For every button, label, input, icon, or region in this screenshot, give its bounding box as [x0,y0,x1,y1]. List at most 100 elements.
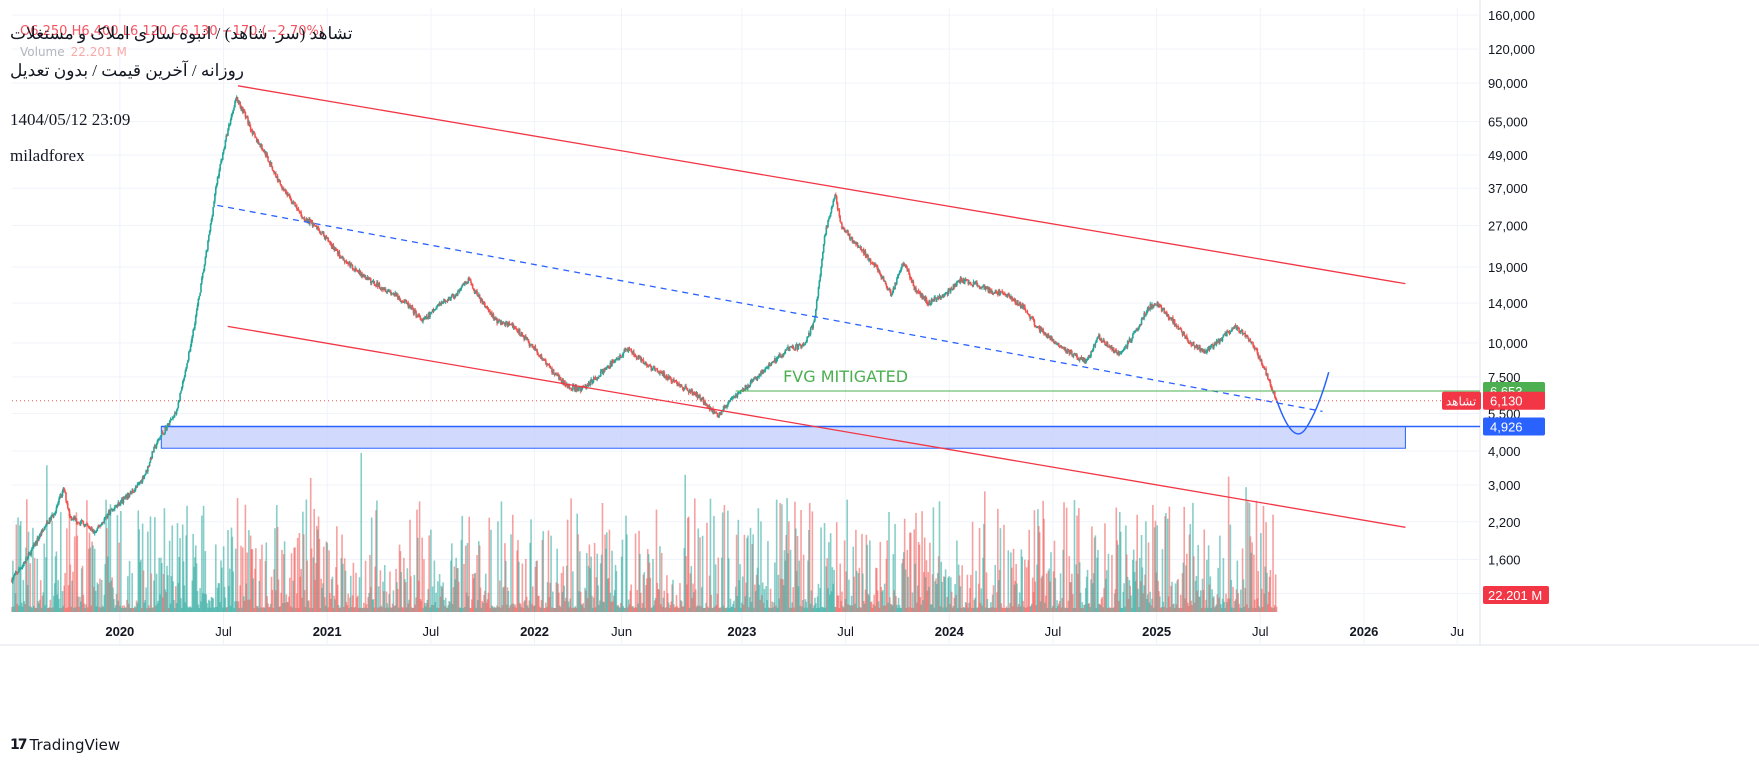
candle-body [416,316,418,318]
volume-bar [241,547,244,612]
candle-body [1099,339,1102,341]
volume-bar [291,607,294,612]
candle-body [1118,352,1121,355]
volume-bar [31,608,33,612]
time-axis[interactable]: 2020 Jul 2021 Jul 2022 Jun 2023 Jul 2024 Jul 2025 J… [105,624,1464,639]
candle-body [661,372,664,376]
candle-body [454,294,457,299]
candle-body [471,284,474,289]
candle-body [788,347,791,351]
volume-legend[interactable]: Volume 22.201 M [20,45,127,59]
volume-bar [548,597,551,612]
lower-channel-line [227,325,1406,528]
price-axis[interactable]: 1,2001,6002,2003,0004,0005,5007,50010,00… [1488,8,1535,601]
volume-bar [1070,582,1072,612]
volume-bar [1228,598,1231,612]
candle-body [594,377,597,379]
volume-bar [1166,607,1168,612]
candle-body [1152,305,1155,308]
symbol-tag [1442,391,1481,410]
candle-body [774,358,776,362]
volume-bar [1125,554,1128,612]
volume-bar [194,557,196,612]
candle-body [191,335,194,341]
volume-bar [1016,583,1018,612]
candle-body [295,205,298,209]
volume-bar [818,607,821,612]
candle-body [488,310,491,312]
candle-body [1047,333,1050,338]
candle-body [201,272,204,278]
candle-body [348,263,350,265]
volume-bar [989,607,991,612]
candle-body [152,451,154,453]
volume-bar [1055,607,1057,612]
volume-bar [1021,556,1024,612]
candle-body [610,362,612,366]
volume-bar [1017,606,1019,612]
volume-bar [336,526,338,612]
volume-bar [255,606,258,612]
volume-bar [169,603,172,612]
volume-bar [149,516,152,612]
candle-body [493,317,496,319]
candle-body [79,523,81,525]
candle-body [390,291,392,294]
candle-body [1081,357,1084,360]
volume-bar [713,515,715,612]
volume-bar [1065,507,1068,612]
volume-bar [914,563,916,612]
volume-bar [191,580,194,612]
volume-bar [1111,554,1113,612]
volume-bar [751,544,754,612]
volume-bar [898,604,901,612]
candle-body [401,300,403,302]
volume-bar [639,592,642,612]
tradingview-watermark[interactable]: 17 TradingView [10,736,120,754]
volume-bar [1244,587,1246,612]
candle-body [944,292,947,295]
volume-bar [659,546,661,612]
candle-body [1255,347,1258,350]
volume-bar [983,491,986,612]
candle-body [557,373,559,375]
candle-body [336,250,339,255]
volume-bar [471,574,474,612]
candle-body [221,160,223,162]
volume-bar [294,547,296,612]
candle-body [1256,349,1259,354]
candle-body [224,139,227,147]
volume-bar [557,583,559,612]
volume-bar [974,597,977,612]
candle-body [1155,304,1158,306]
candle-body [837,209,840,211]
y-tick-label: 3,000 [1488,478,1521,493]
candle-body [1024,305,1026,311]
candle-body [994,291,997,294]
volume-bar [202,505,205,612]
candle-body [1125,345,1128,347]
volume-bar [53,583,56,612]
volume-bar [59,512,62,612]
candle-body [254,133,256,137]
volume-bar [119,605,121,612]
volume-bar [1133,571,1136,612]
candle-body [631,351,633,354]
volume-bar [985,572,988,612]
candle-body [674,380,677,382]
candle-body [43,528,46,530]
volume-bar [346,605,349,612]
candle-body [756,376,759,380]
candle-body [1017,304,1020,306]
volume-bar [192,533,194,612]
volume-bar [929,542,931,612]
candle-body [308,219,310,225]
volume-bar [413,575,416,612]
volume-bar [1167,596,1170,612]
candle-body [53,513,56,515]
candle-body [16,572,19,574]
volume-bar [673,607,676,612]
volume-bar [958,575,961,612]
candle-body [338,251,341,257]
